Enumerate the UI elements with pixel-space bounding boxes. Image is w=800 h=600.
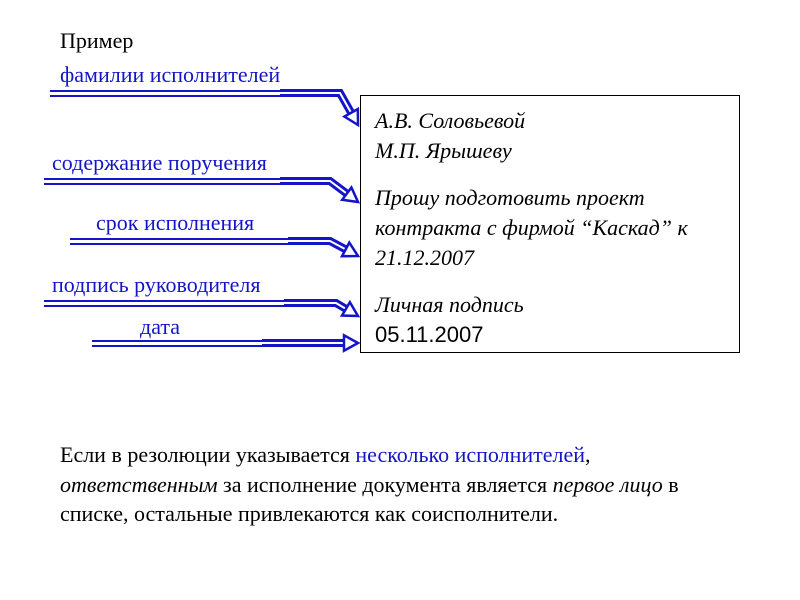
page-title: Пример [60, 28, 133, 54]
doc-name-2: М.П. Ярышеву [375, 136, 725, 166]
footer-note: Если в резолюции указывается несколько и… [60, 440, 740, 529]
doc-name-1: А.В. Соловьевой [375, 106, 725, 136]
underline-date [92, 340, 262, 347]
underline-deadline [70, 238, 288, 245]
label-signature: подпись руководителя [52, 272, 261, 298]
doc-date: 05.11.2007 [375, 320, 725, 350]
doc-signature: Личная подпись [375, 290, 725, 320]
label-deadline: срок исполнения [96, 210, 254, 236]
diagram-canvas: Пример фамилии исполнителей содержание по… [0, 0, 800, 600]
document-box: А.В. Соловьевой М.П. Ярышеву Прошу подго… [360, 95, 740, 353]
label-executors: фамилии исполнителей [60, 62, 280, 88]
label-date: дата [140, 314, 180, 340]
label-content: содержание поручения [52, 150, 267, 176]
doc-body: Прошу подготовить проект контракта с фир… [375, 183, 725, 272]
underline-executors [50, 90, 280, 97]
underline-signature [44, 300, 284, 307]
underline-content [44, 178, 280, 185]
